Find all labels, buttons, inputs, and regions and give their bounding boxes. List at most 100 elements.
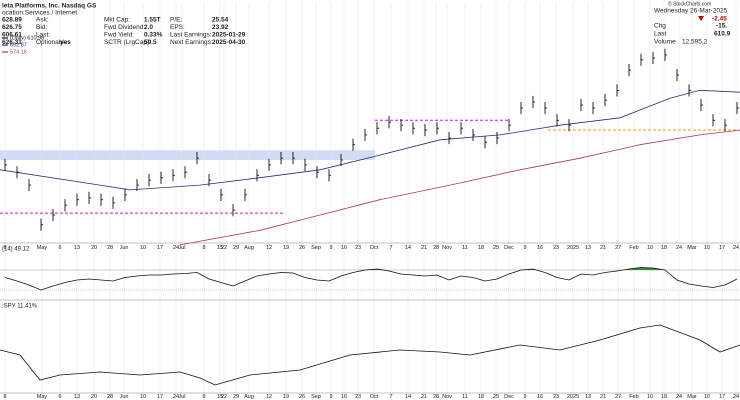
x-tick-label: 16 xyxy=(537,245,543,251)
x-tick-label-bottom: 21 xyxy=(600,394,606,400)
header-cell: Optionable: xyxy=(36,39,69,46)
header-cell: 1.55T xyxy=(144,17,161,24)
x-tick-label: Sep xyxy=(311,245,321,251)
header-cell: 2025-01-29 xyxy=(212,32,246,39)
x-tick-label-bottom: Jun xyxy=(120,394,129,400)
down-arrow xyxy=(698,16,704,21)
x-tick-label: 23 xyxy=(553,245,559,251)
x-tick-label-bottom: 28 xyxy=(433,394,439,400)
x-tick-label: 28 xyxy=(433,245,439,251)
header-cell: 25.54 xyxy=(212,17,229,24)
sector: ocation:Services / Internet xyxy=(2,10,77,17)
x-tick-label: 2025 xyxy=(567,245,579,251)
header-cell: 606.61 xyxy=(2,32,22,39)
header-cell: Last: xyxy=(36,32,50,39)
x-tick-label: 19 xyxy=(283,245,289,251)
x-tick-label: 8 xyxy=(202,245,205,251)
x-tick-label-bottom: 26 xyxy=(299,394,305,400)
x-tick-label-bottom: 8 xyxy=(202,394,205,400)
company: leta Platforms, Inc. Nasdaq GS xyxy=(2,3,97,10)
x-tick-label-bottom: 16 xyxy=(341,394,347,400)
x-tick-label: 28 xyxy=(107,245,113,251)
x-tick-label-bottom: 24 xyxy=(676,394,682,400)
x-tick-label-bottom: 24 xyxy=(733,394,739,400)
x-tick-label-bottom: Sep xyxy=(311,394,321,400)
header-cell: 2025-04-30 xyxy=(212,39,246,46)
x-tick-label-bottom: 8 xyxy=(3,394,6,400)
x-tick-label: 18 xyxy=(661,245,667,251)
x-tick-label: 9 xyxy=(523,245,526,251)
x-tick-label-bottom: 23 xyxy=(553,394,559,400)
x-tick-label-bottom: 19 xyxy=(283,394,289,400)
x-tick-label-bottom: 23 xyxy=(355,394,361,400)
x-tick-label: 11 xyxy=(462,245,468,251)
x-tick-label: Mar xyxy=(687,245,697,251)
header-cell: 59.5 xyxy=(144,39,157,46)
x-tick-label-bottom: Feb xyxy=(629,394,638,400)
x-tick-label-bottom: 12 xyxy=(266,394,272,400)
chg-label: Chg xyxy=(654,23,666,30)
x-tick-label-bottom: 21 xyxy=(421,394,427,400)
series-line xyxy=(0,324,740,386)
x-tick-label-bottom: 13 xyxy=(74,394,80,400)
x-tick-label-bottom: Mar xyxy=(687,394,697,400)
x-tick-label: 13 xyxy=(585,245,591,251)
series-line xyxy=(4,267,738,291)
x-tick-label-bottom: 22 xyxy=(221,394,227,400)
x-tick-label: 21 xyxy=(421,245,427,251)
x-tick-label-bottom: 27 xyxy=(615,394,621,400)
x-tick-label-bottom: 7 xyxy=(389,394,392,400)
x-tick-label: 24 xyxy=(733,245,739,251)
header-cell: 0.33% xyxy=(144,32,163,39)
chg-pct: -15. xyxy=(716,23,727,30)
x-tick-label-bottom: 10 xyxy=(647,394,653,400)
chg-value: -2.45 xyxy=(712,16,727,23)
x-tick-label: 10 xyxy=(704,245,710,251)
x-tick-label-bottom: Nov xyxy=(442,394,452,400)
header-cell: Bid: xyxy=(36,24,47,31)
header-cell: Fwd Dividend: xyxy=(104,24,145,31)
x-tick-label: 23 xyxy=(355,245,361,251)
x-tick-label-bottom: 17 xyxy=(157,394,163,400)
x-tick-label-bottom: 28 xyxy=(107,394,113,400)
x-tick-label: 22 xyxy=(221,245,227,251)
x-tick-label: 12 xyxy=(266,245,272,251)
header-cell: Fwd Yield: xyxy=(104,32,134,39)
header-cell: 628.89 xyxy=(2,17,22,24)
header-cell: EPS: xyxy=(170,24,185,31)
x-tick-label: Jul xyxy=(178,245,185,251)
x-tick-label: 29 xyxy=(233,245,239,251)
x-tick-label: 24 xyxy=(676,245,682,251)
header-cell: yes xyxy=(60,39,71,46)
x-tick-label-bottom: 11 xyxy=(462,394,468,400)
copyright: © StockCharts.com xyxy=(668,0,711,7)
x-tick-label-bottom: 18 xyxy=(478,394,484,400)
volume-label: Volume xyxy=(654,39,676,46)
x-tick-label-bottom: Oct xyxy=(370,394,379,400)
x-tick-label: 15 xyxy=(217,245,223,251)
header-bg xyxy=(0,0,740,3)
header-cell: 626.75 xyxy=(2,24,22,31)
x-tick-label: 20 xyxy=(91,245,97,251)
x-tick-label-bottom: 16 xyxy=(537,394,543,400)
x-tick-label-bottom: 20 xyxy=(91,394,97,400)
x-tick-label: 10 xyxy=(140,245,146,251)
x-tick-label: 27 xyxy=(615,245,621,251)
x-tick-label: 17 xyxy=(157,245,163,251)
x-tick-label: 7 xyxy=(389,245,392,251)
x-tick-label-bottom: May xyxy=(37,394,48,400)
x-tick-label-bottom: 10 xyxy=(704,394,710,400)
x-tick-label: Oct xyxy=(370,245,379,251)
x-tick-label: 18 xyxy=(478,245,484,251)
panel-label: (14) 49.12 xyxy=(2,247,30,253)
header-cell: 626.31 xyxy=(2,39,22,46)
x-tick-label: 8 xyxy=(3,245,6,251)
x-tick-label: Aug xyxy=(244,245,254,251)
x-tick-label-bottom: 9 xyxy=(523,394,526,400)
series-line xyxy=(0,89,740,191)
band xyxy=(0,150,375,160)
legend-label: 652.87 xyxy=(10,42,27,48)
